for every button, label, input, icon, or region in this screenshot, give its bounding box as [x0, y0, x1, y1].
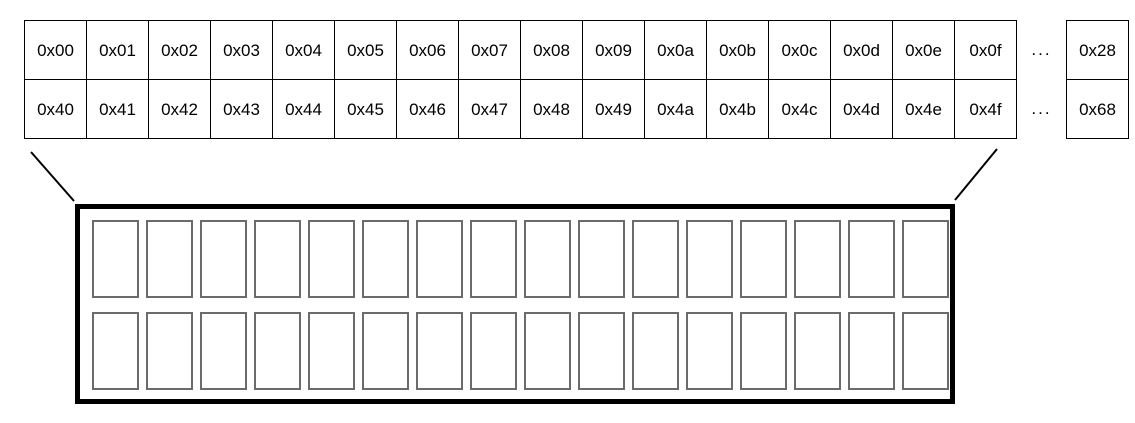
byte-slot [92, 312, 139, 390]
address-cell: 0x05 [334, 20, 397, 80]
byte-slot [362, 220, 409, 298]
left-connector-line [30, 151, 75, 202]
cache-line-box [75, 204, 955, 404]
byte-slot [524, 312, 571, 390]
address-cell: 0x07 [458, 20, 521, 80]
address-cell-tail: 0x28 [1066, 20, 1129, 80]
byte-slot [308, 220, 355, 298]
address-cell: 0x0c [768, 20, 831, 80]
byte-slot [578, 220, 625, 298]
byte-slot [362, 312, 409, 390]
address-cell: 0x0d [830, 20, 893, 80]
address-cell: 0x0a [644, 20, 707, 80]
byte-slot [578, 312, 625, 390]
byte-slot [794, 312, 841, 390]
byte-slot [902, 220, 949, 298]
byte-slot [848, 312, 895, 390]
address-cell: 0x45 [334, 79, 397, 139]
address-cell: 0x04 [272, 20, 335, 80]
address-cell: 0x46 [396, 79, 459, 139]
address-cell: 0x4b [706, 79, 769, 139]
byte-slot [848, 220, 895, 298]
byte-slot [686, 312, 733, 390]
byte-slot [632, 220, 679, 298]
byte-slot [416, 220, 463, 298]
address-cell: 0x40 [24, 79, 87, 139]
byte-slot [740, 220, 787, 298]
address-cell: 0x08 [520, 20, 583, 80]
address-cell: 0x4f [954, 79, 1017, 139]
byte-slot [308, 312, 355, 390]
byte-slot [200, 220, 247, 298]
byte-slot [470, 220, 517, 298]
address-cell: 0x0e [892, 20, 955, 80]
byte-slot [740, 312, 787, 390]
address-cell: 0x06 [396, 20, 459, 80]
address-cell: 0x00 [24, 20, 87, 80]
address-cell: 0x41 [86, 79, 149, 139]
byte-slot [200, 312, 247, 390]
byte-slot-grid [92, 220, 949, 390]
byte-slot-row-2 [92, 312, 949, 390]
address-row-1: 0x00 0x01 0x02 0x03 0x04 0x05 0x06 0x07 … [24, 20, 1129, 80]
ellipsis-glyph: ... [1031, 39, 1052, 59]
byte-slot [902, 312, 949, 390]
address-cell: 0x4e [892, 79, 955, 139]
address-cell: 0x48 [520, 79, 583, 139]
address-cell: 0x43 [210, 79, 273, 139]
address-row-1-ellipsis: ... [1016, 20, 1067, 80]
address-cell: 0x09 [582, 20, 645, 80]
address-table-body: 0x00 0x01 0x02 0x03 0x04 0x05 0x06 0x07 … [24, 20, 1129, 139]
byte-slot [794, 220, 841, 298]
address-cell: 0x4c [768, 79, 831, 139]
byte-slot-row-1 [92, 220, 949, 298]
byte-slot [416, 312, 463, 390]
address-row-2-ellipsis: ... [1016, 79, 1067, 139]
byte-slot [632, 312, 679, 390]
byte-slot [254, 312, 301, 390]
address-cell: 0x0f [954, 20, 1017, 80]
ellipsis-glyph: ... [1031, 98, 1052, 118]
byte-slot [524, 220, 571, 298]
address-cell: 0x4d [830, 79, 893, 139]
address-table: 0x00 0x01 0x02 0x03 0x04 0x05 0x06 0x07 … [24, 20, 1129, 139]
byte-slot [470, 312, 517, 390]
byte-slot [686, 220, 733, 298]
address-cell: 0x44 [272, 79, 335, 139]
right-connector-line [954, 148, 998, 201]
address-row-2: 0x40 0x41 0x42 0x43 0x44 0x45 0x46 0x47 … [24, 79, 1129, 139]
byte-slot [146, 220, 193, 298]
byte-slot [146, 312, 193, 390]
address-cell: 0x0b [706, 20, 769, 80]
address-cell-tail: 0x68 [1066, 79, 1129, 139]
byte-slot [92, 220, 139, 298]
address-cell: 0x42 [148, 79, 211, 139]
address-cell: 0x47 [458, 79, 521, 139]
byte-slot [254, 220, 301, 298]
